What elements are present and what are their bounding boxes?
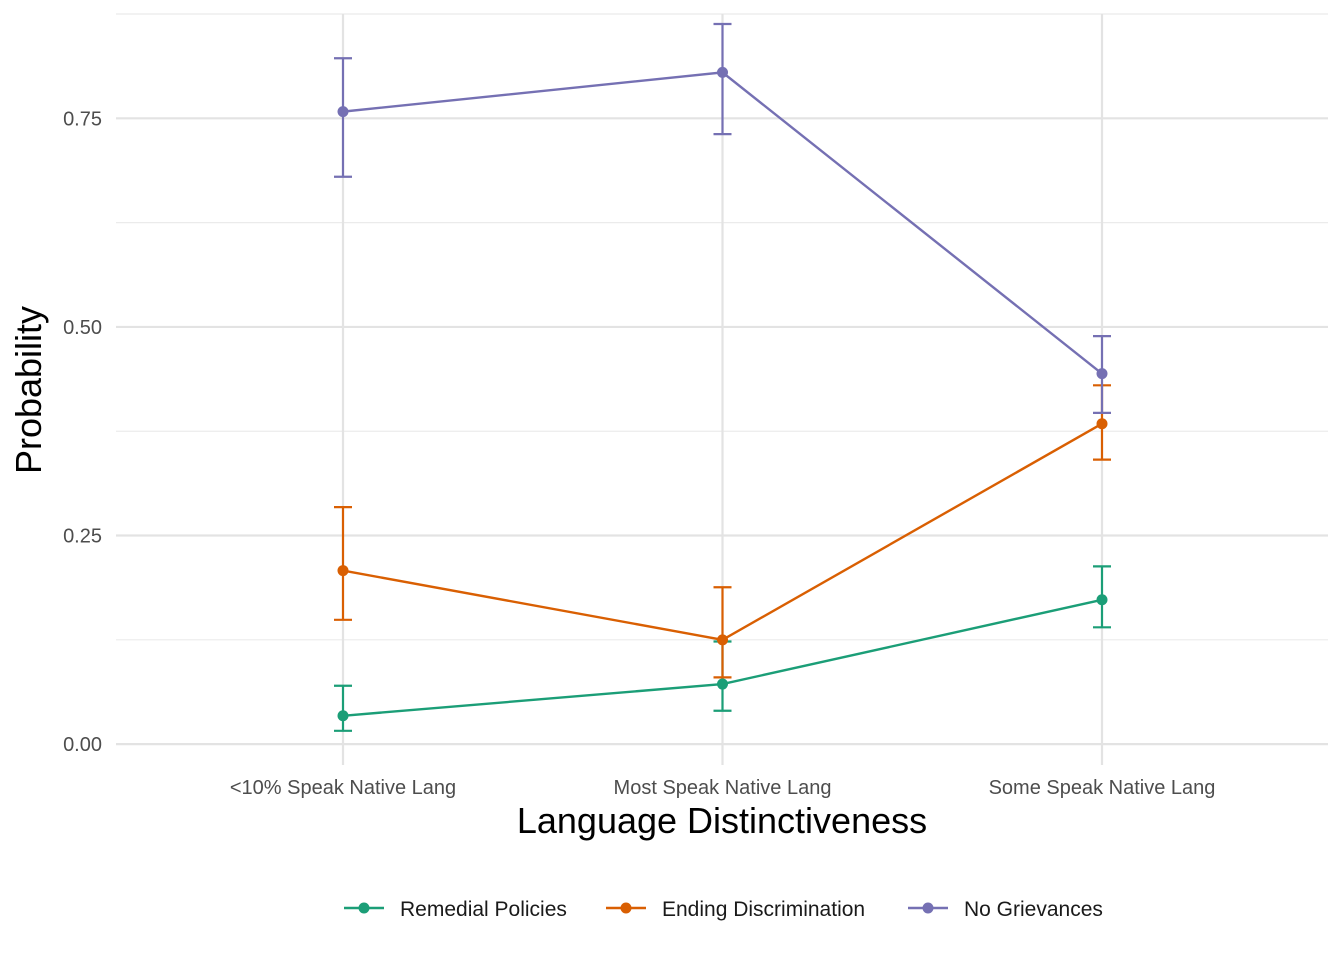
y-tick-label: 0.75	[63, 108, 102, 130]
axis-layer: 0.00 0.25 0.50 0.75 <10% Speak Native Lang Mo…	[63, 108, 1215, 799]
y-axis-title: Probability	[8, 306, 49, 474]
data-point	[1096, 594, 1108, 606]
y-tick-label: 0.00	[63, 734, 102, 756]
legend-label: Remedial Policies	[400, 898, 567, 921]
series-ending-discrimination	[334, 384, 1111, 679]
x-tick-label: Most Speak Native Lang	[614, 777, 832, 799]
data-point	[1096, 418, 1108, 430]
series-remedial-policies	[334, 565, 1111, 732]
legend-key-point	[358, 902, 370, 914]
data-point	[1096, 368, 1108, 380]
data-point	[717, 66, 728, 78]
data-point	[337, 106, 349, 118]
x-tick-label: <10% Speak Native Lang	[230, 777, 456, 799]
legend-item: Remedial Policies	[344, 898, 567, 921]
legend-label: No Grievances	[964, 898, 1103, 921]
data-point	[337, 710, 349, 722]
data-layer	[334, 22, 1111, 732]
legend-key-point	[620, 902, 632, 914]
series-no-grievances	[334, 22, 1111, 414]
legend-item: Ending Discrimination	[606, 898, 865, 921]
data-point	[717, 678, 728, 690]
x-tick-label: Some Speak Native Lang	[989, 777, 1216, 799]
data-point	[717, 634, 728, 646]
legend: Remedial Policies Ending Discrimination No…	[344, 898, 1103, 921]
legend-label: Ending Discrimination	[662, 898, 865, 921]
y-tick-label: 0.50	[63, 317, 102, 339]
y-tick-label: 0.25	[63, 526, 102, 548]
legend-key-point	[922, 902, 934, 914]
data-point	[337, 565, 349, 577]
legend-item: No Grievances	[908, 898, 1103, 921]
x-axis-title: Language Distinctiveness	[517, 800, 927, 841]
